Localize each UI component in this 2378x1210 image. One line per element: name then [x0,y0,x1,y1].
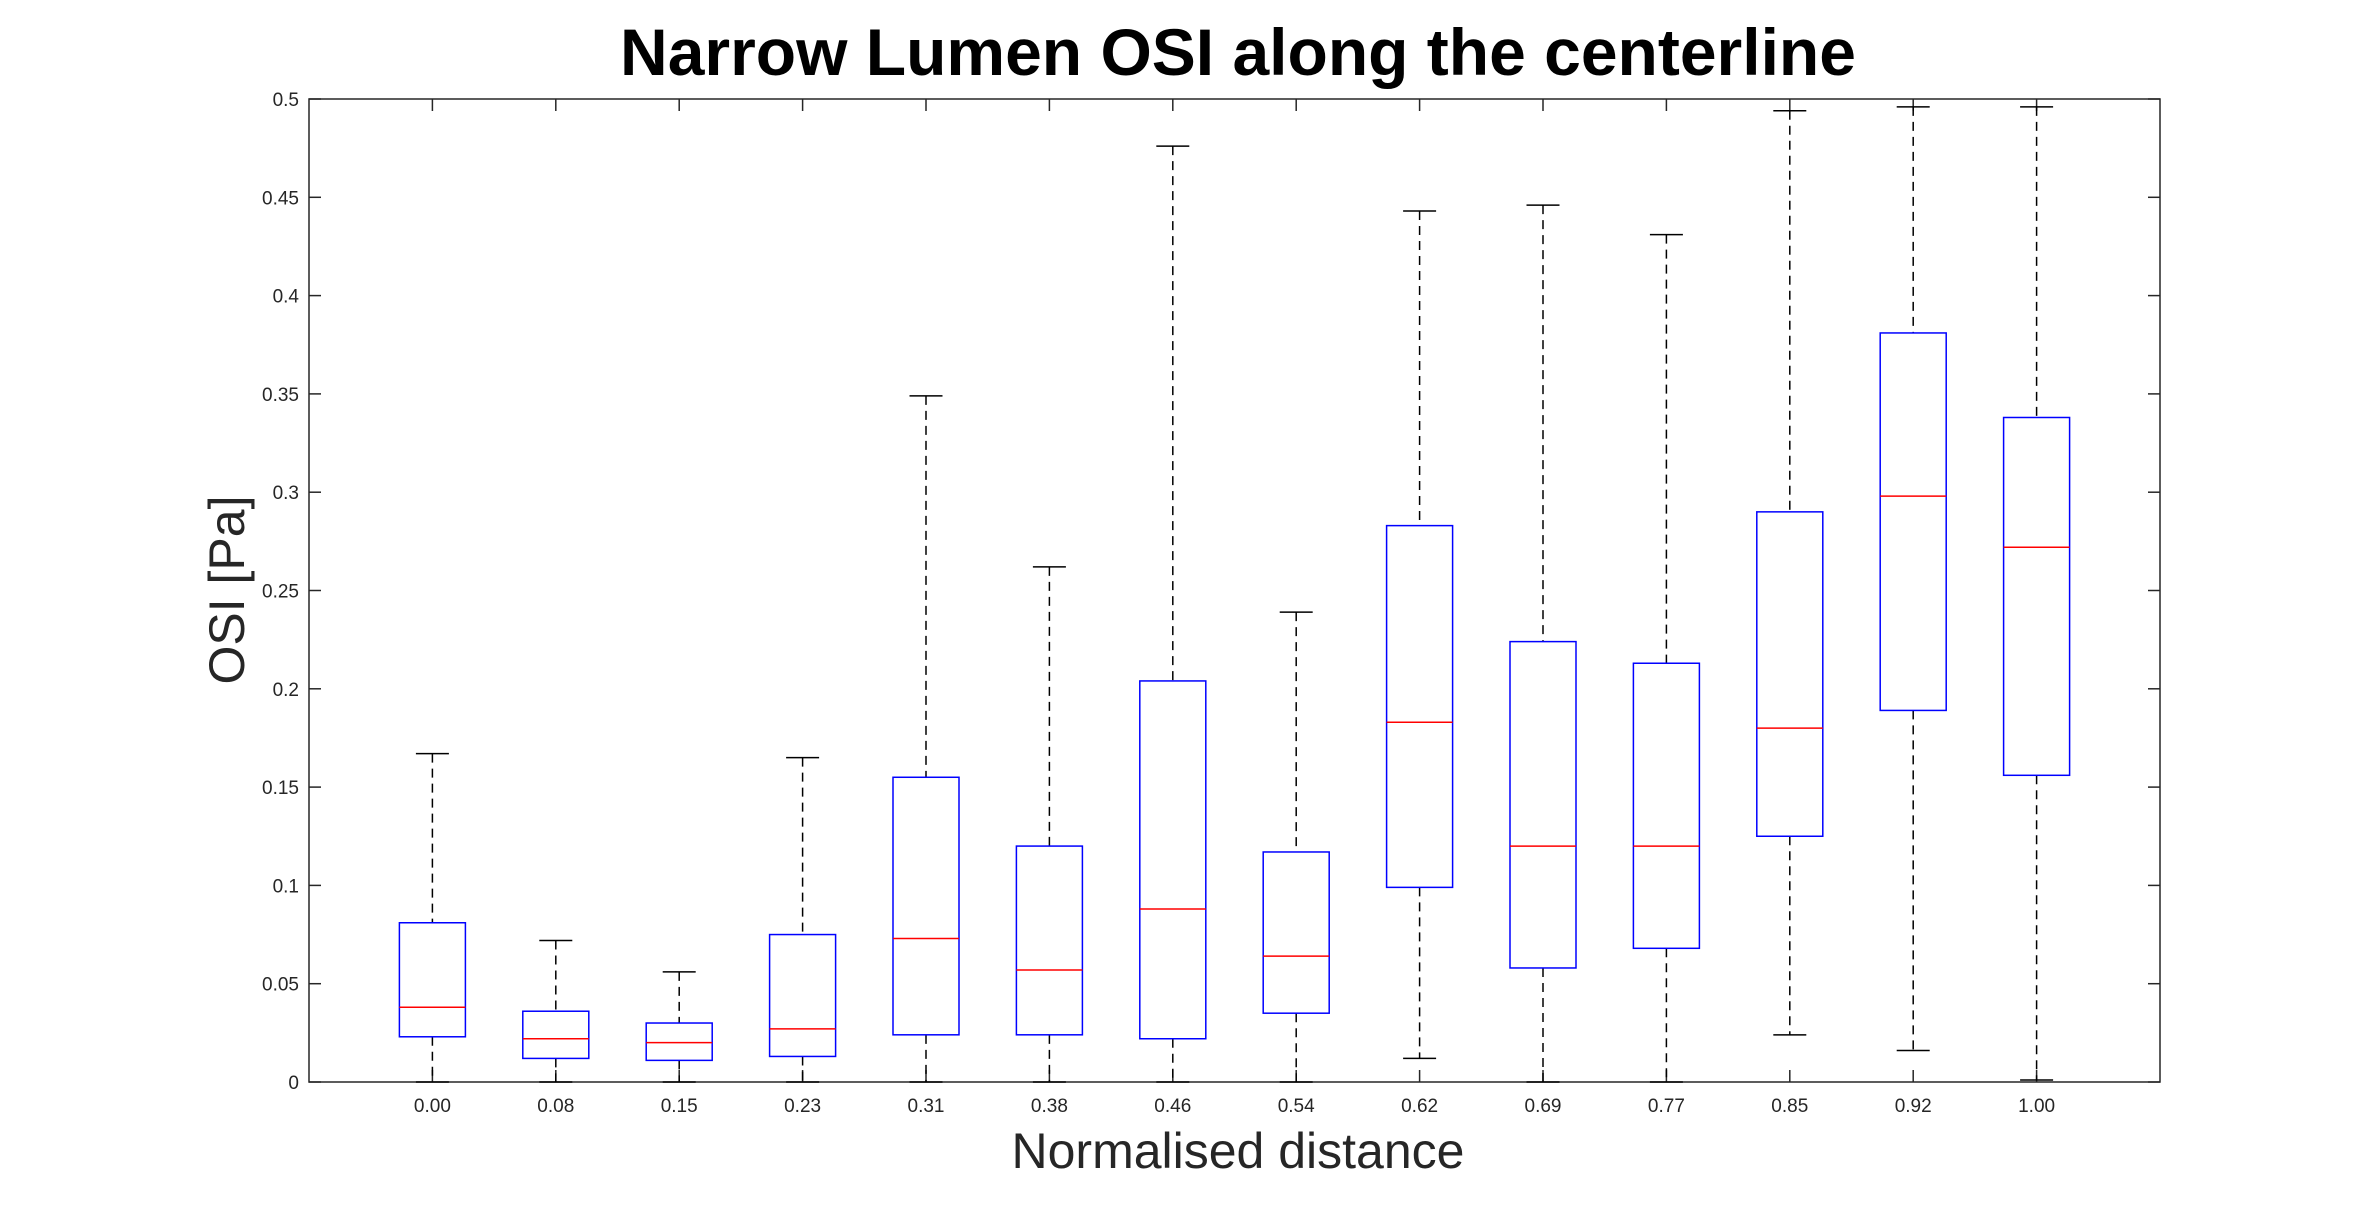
x-tick-label: 0.46 [1154,1096,1191,1117]
x-tick-label: 0.62 [1401,1096,1438,1117]
plot-area-frame [308,98,2161,1083]
box-0.46 [1139,145,1207,1083]
tick-labels: 0 0.05 0.1 0.15 0.2 0.25 0.3 0.35 0.4 0.45 0.5 0.00… [262,90,2055,1117]
box-iqr [2002,416,2071,777]
y-tick-label: 0.4 [273,287,300,308]
box-iqr [1385,524,1454,889]
y-tick-label: 0.05 [262,975,299,996]
box-0.85 [1756,110,1824,1036]
box-iqr [892,776,960,1036]
box-0.31 [892,395,960,1083]
box-iqr [1632,662,1701,950]
y-axis-label: OSI [Pa] [199,496,255,685]
x-tick-label: 1.00 [2018,1096,2055,1117]
axis-ticks [309,98,2160,1083]
x-axis-label: Normalised distance [1012,1123,1465,1179]
box-0.08 [522,939,590,1083]
x-tick-label: 0.54 [1278,1096,1315,1117]
y-tick-label: 0 [288,1073,299,1094]
box-iqr [1015,845,1084,1036]
box-iqr [1509,640,1577,969]
y-tick-label: 0.1 [273,876,299,897]
box-0.69 [1509,204,1577,1083]
x-tick-label: 0.23 [784,1096,821,1117]
y-tick-label: 0.2 [273,680,299,701]
x-tick-label: 0.77 [1648,1096,1685,1117]
box-series [398,106,2071,1083]
box-iqr [768,933,837,1058]
box-0.38 [1015,566,1084,1083]
box-iqr [1879,332,1947,712]
x-tick-label: 0.31 [908,1096,945,1117]
box-0.92 [1879,106,1947,1052]
box-0.54 [1262,611,1330,1083]
box-iqr [522,1010,590,1060]
box-0.23 [768,756,837,1083]
box-iqr [398,922,467,1038]
y-tick-label: 0.3 [273,483,299,504]
box-0.15 [645,971,713,1083]
box-iqr [1756,511,1824,837]
box-1.00 [2002,106,2071,1081]
y-tick-label: 0.15 [262,778,299,799]
x-tick-label: 0.15 [661,1096,698,1117]
box-0.77 [1632,233,1701,1083]
box-iqr [645,1022,713,1062]
box-iqr [1262,851,1330,1014]
y-tick-label: 0.5 [273,90,299,111]
box-iqr [1139,680,1207,1040]
x-tick-label: 0.08 [537,1096,574,1117]
x-tick-label: 0.85 [1771,1096,1808,1117]
chart-title: Narrow Lumen OSI along the centerline [620,15,1856,89]
box-0.62 [1385,210,1454,1060]
y-tick-label: 0.45 [262,188,299,209]
x-tick-label: 0.38 [1031,1096,1068,1117]
box-0.00 [398,752,467,1083]
x-tick-label: 0.69 [1525,1096,1562,1117]
y-tick-label: 0.35 [262,385,299,406]
x-tick-label: 0.00 [414,1096,451,1117]
y-tick-label: 0.25 [262,582,299,603]
x-tick-label: 0.92 [1895,1096,1932,1117]
